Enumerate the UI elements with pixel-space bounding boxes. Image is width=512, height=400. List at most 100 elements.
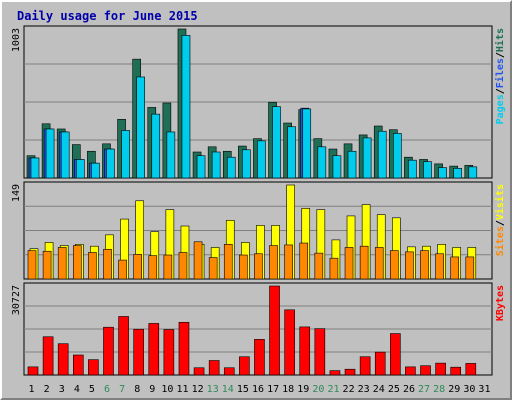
bar-sites-1 [27, 250, 37, 280]
bar-sites-26 [405, 251, 414, 280]
bar-sites-25 [390, 250, 399, 280]
bar-sites-22 [344, 247, 354, 280]
x-tick-label: 5 [89, 384, 95, 395]
bar-kbytes-8 [133, 328, 144, 376]
x-tick-label: 21 [327, 384, 339, 395]
bar-kbytes-11 [178, 321, 190, 376]
x-tick-label: 10 [161, 384, 173, 395]
bar-pages-19 [302, 108, 312, 179]
bar-kbytes-15 [239, 356, 250, 376]
bar-sites-5 [88, 252, 97, 280]
bar-sites-8 [133, 254, 142, 280]
bar-kbytes-4 [72, 354, 84, 376]
bar-pages-14 [226, 156, 236, 179]
bar-kbytes-24 [374, 351, 386, 376]
bar-pages-2 [45, 128, 55, 179]
bar-pages-30 [468, 166, 478, 179]
bar-kbytes-18 [284, 309, 295, 376]
bar-pages-17 [272, 106, 281, 179]
bar-sites-28 [435, 253, 444, 280]
bar-kbytes-19 [299, 326, 311, 376]
bar-kbytes-6 [103, 326, 114, 376]
legend: Pages/Files/Hits [494, 28, 506, 124]
bar-pages-8 [136, 76, 145, 179]
x-tick-label: 29 [448, 384, 460, 395]
bar-sites-4 [72, 245, 82, 280]
x-tick-label: 18 [282, 384, 294, 395]
bar-pages-6 [106, 148, 115, 179]
bar-sites-29 [450, 256, 460, 280]
x-tick-label: 17 [267, 384, 279, 395]
bar-pages-4 [75, 159, 85, 179]
bar-pages-27 [423, 161, 432, 179]
bar-pages-11 [181, 35, 191, 179]
bar-sites-16 [254, 253, 263, 280]
y-max-label: 149 [11, 184, 22, 202]
legend: KBytes [495, 285, 506, 321]
bar-kbytes-13 [208, 360, 220, 376]
bar-pages-10 [166, 131, 176, 179]
x-tick-label: 31 [478, 384, 490, 395]
bar-sites-15 [239, 254, 248, 280]
chart-panel-3: 30727 KBytes [11, 282, 506, 376]
bar-pages-9 [151, 113, 161, 179]
bar-kbytes-30 [465, 363, 477, 376]
bar-pages-20 [317, 146, 327, 179]
bar-kbytes-20 [314, 328, 326, 376]
bar-sites-10 [163, 254, 173, 280]
bar-pages-13 [211, 151, 221, 179]
x-tick-label: 25 [388, 384, 400, 395]
bar-kbytes-17 [269, 285, 280, 376]
x-tick-label: 27 [418, 384, 430, 395]
bar-kbytes-27 [420, 365, 431, 376]
bar-pages-5 [91, 162, 100, 179]
bar-sites-17 [269, 245, 278, 280]
bar-sites-27 [420, 250, 429, 280]
legend-visits: Visits [494, 184, 506, 220]
x-tick-label: 12 [192, 384, 204, 395]
x-tick-label: 22 [343, 384, 355, 395]
y-max-label: 1003 [11, 28, 22, 52]
bar-sites-30 [465, 256, 475, 280]
bar-pages-15 [242, 149, 251, 179]
x-tick-label: 13 [207, 384, 219, 395]
bar-sites-7 [118, 259, 127, 280]
bar-kbytes-26 [405, 366, 416, 376]
bar-sites-6 [103, 249, 112, 280]
bar-kbytes-7 [118, 316, 129, 376]
bar-kbytes-1 [27, 366, 39, 376]
x-tick-label: 14 [222, 384, 234, 395]
x-tick-label: 11 [176, 384, 188, 395]
bar-kbytes-22 [344, 368, 356, 376]
bar-pages-16 [257, 140, 266, 179]
y-max-label: 30727 [11, 285, 22, 315]
x-tick-label: 30 [463, 384, 475, 395]
bar-pages-22 [347, 150, 357, 179]
x-tick-label: 6 [104, 384, 110, 395]
bar-pages-1 [30, 157, 40, 179]
x-tick-label: 23 [358, 384, 370, 395]
bar-sites-21 [329, 257, 339, 280]
bar-kbytes-5 [88, 359, 99, 376]
bar-pages-24 [377, 130, 387, 179]
x-tick-label: 16 [252, 384, 264, 395]
bar-pages-21 [332, 155, 342, 179]
legend: Sites/Visits [494, 184, 506, 256]
bar-kbytes-21 [329, 370, 341, 376]
bar-sites-19 [299, 242, 309, 280]
x-tick-label: 15 [237, 384, 249, 395]
bar-sites-13 [208, 257, 218, 280]
bar-kbytes-23 [359, 356, 371, 376]
x-tick-label: 26 [403, 384, 415, 395]
bar-pages-29 [453, 168, 463, 179]
bar-pages-18 [287, 126, 296, 179]
bar-sites-14 [223, 244, 233, 280]
bar-sites-9 [148, 255, 158, 280]
bar-pages-3 [60, 131, 70, 179]
bar-pages-23 [362, 137, 372, 179]
x-tick-label: 20 [312, 384, 324, 395]
bar-pages-28 [438, 167, 447, 179]
legend-pages: Pages [495, 94, 506, 124]
chart-title: Daily usage for June 2015 [17, 9, 198, 23]
